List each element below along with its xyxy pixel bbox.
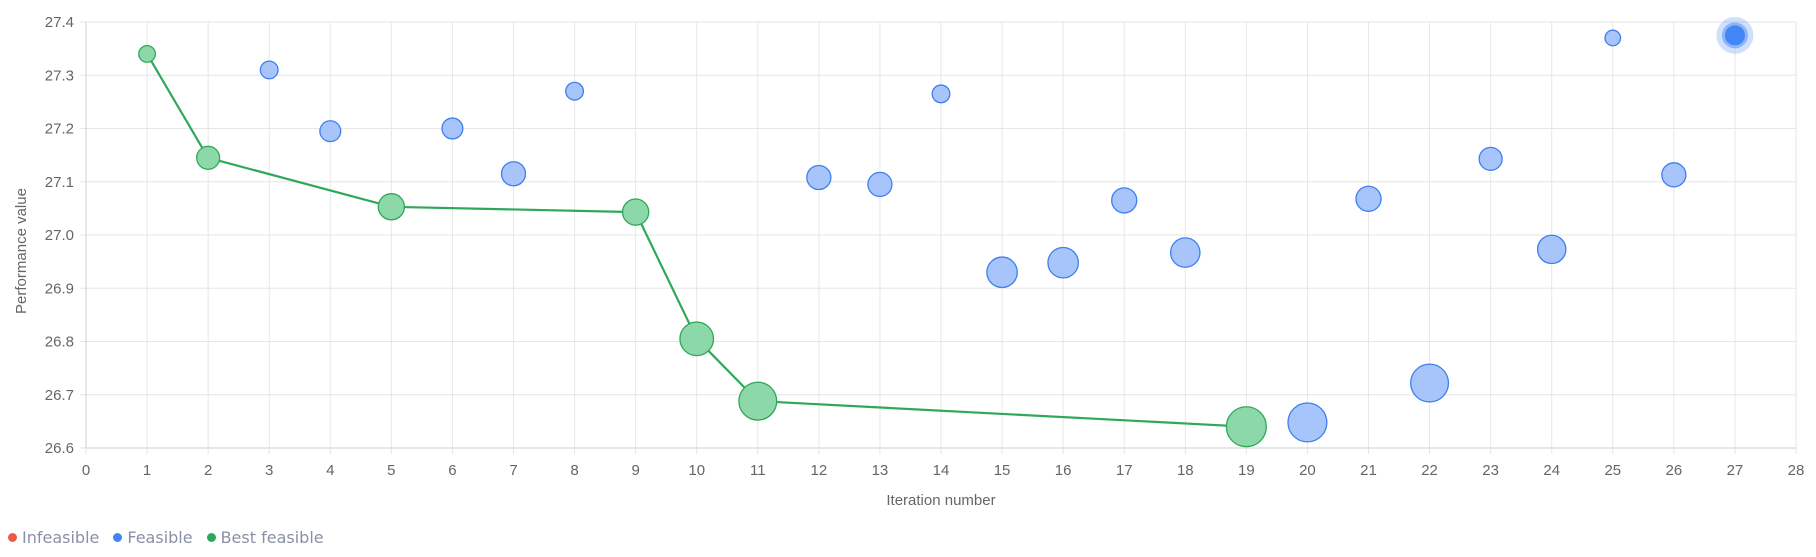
feasible-point[interactable] [1111, 187, 1138, 214]
x-tick-label: 4 [326, 462, 334, 479]
best-feasible-point[interactable] [679, 321, 715, 357]
feasible-point[interactable] [259, 60, 279, 80]
feasible-point[interactable] [1410, 363, 1450, 403]
best-feasible-point[interactable] [138, 45, 157, 63]
feasible-point[interactable] [806, 164, 832, 191]
x-tick-label: 0 [82, 462, 90, 479]
x-tick-label: 28 [1788, 462, 1805, 479]
y-tick-label: 26.6 [45, 440, 74, 457]
feasible-point[interactable] [1355, 185, 1382, 212]
x-tick-label: 6 [448, 462, 456, 479]
x-tick-label: 5 [387, 462, 395, 479]
best-feasible-point[interactable] [377, 193, 406, 221]
best-feasible-point[interactable] [621, 198, 650, 226]
feasible-point[interactable] [441, 117, 464, 140]
y-tick-label: 27.3 [45, 67, 74, 84]
y-tick-label: 26.9 [45, 280, 74, 297]
x-tick-label: 13 [872, 462, 889, 479]
y-tick-label: 26.7 [45, 387, 74, 404]
feasible-point[interactable] [565, 81, 585, 101]
feasible-point[interactable] [319, 120, 342, 143]
legend-item-infeasible[interactable]: Infeasible [8, 528, 99, 547]
x-tick-label: 7 [509, 462, 517, 479]
y-tick-label: 27.0 [45, 227, 74, 244]
x-tick-label: 23 [1482, 462, 1499, 479]
data-points [138, 16, 1754, 448]
x-tick-label: 21 [1360, 462, 1377, 479]
feasible-point[interactable] [1478, 146, 1503, 171]
feasible-point[interactable] [1721, 22, 1748, 49]
feasible-point[interactable] [1661, 162, 1687, 188]
feasible-point[interactable] [1287, 402, 1328, 443]
legend: Infeasible Feasible Best feasible [8, 528, 338, 547]
x-tick-label: 15 [994, 462, 1011, 479]
x-axis-title: Iteration number [886, 492, 995, 509]
x-tick-label: 24 [1543, 462, 1560, 479]
x-tick-label: 22 [1421, 462, 1438, 479]
x-tick-label: 1 [143, 462, 151, 479]
infeasible-dot-icon [8, 533, 17, 542]
x-tick-label: 12 [811, 462, 828, 479]
y-tick-label: 27.2 [45, 121, 74, 138]
y-tick-label: 27.1 [45, 174, 74, 191]
legend-label-feasible: Feasible [127, 528, 193, 547]
x-tick-label: 27 [1727, 462, 1744, 479]
axes [85, 22, 1796, 449]
legend-item-best-feasible[interactable]: Best feasible [206, 528, 324, 547]
feasible-point[interactable] [1536, 234, 1567, 265]
x-tick-label: 16 [1055, 462, 1072, 479]
x-tick-label: 3 [265, 462, 273, 479]
feasible-dot-icon [113, 533, 123, 542]
feasible-point[interactable] [931, 84, 951, 104]
y-axis-title: Performance value [13, 188, 30, 314]
feasible-point[interactable] [1604, 29, 1622, 47]
x-tick-label: 26 [1666, 462, 1683, 479]
x-tick-label: 8 [570, 462, 578, 479]
feasible-point[interactable] [1169, 237, 1201, 268]
feasible-point[interactable] [1047, 246, 1079, 279]
x-tick-label: 2 [204, 462, 212, 479]
x-tick-label: 14 [933, 462, 950, 479]
best-feasible-point[interactable] [1225, 406, 1267, 448]
x-tick-label: 25 [1604, 462, 1621, 479]
y-tick-label: 27.4 [45, 14, 74, 31]
x-tick-label: 9 [631, 462, 639, 479]
x-tick-label: 19 [1238, 462, 1255, 479]
x-tick-label: 17 [1116, 462, 1133, 479]
feasible-point[interactable] [867, 171, 893, 198]
y-tick-label: 26.8 [45, 334, 74, 351]
x-tick-label: 18 [1177, 462, 1194, 479]
legend-label-best-feasible: Best feasible [220, 528, 324, 547]
x-tick-label: 10 [688, 462, 705, 479]
best-feasible-dot-icon [206, 533, 216, 542]
best-feasible-point[interactable] [738, 381, 778, 421]
legend-item-feasible[interactable]: Feasible [113, 528, 193, 547]
feasible-point[interactable] [500, 161, 527, 187]
x-tick-label: 20 [1299, 462, 1316, 479]
x-tick-label: 11 [750, 462, 766, 479]
tick-labels: 0 1 2 3 4 5 6 7 8 9 10 11 12 13 14 15 16 17 18 19 20 21 22 23 24… [45, 14, 1805, 479]
feasible-point[interactable] [986, 256, 1018, 289]
legend-label-infeasible: Infeasible [22, 528, 100, 547]
best-feasible-point[interactable] [196, 145, 221, 170]
